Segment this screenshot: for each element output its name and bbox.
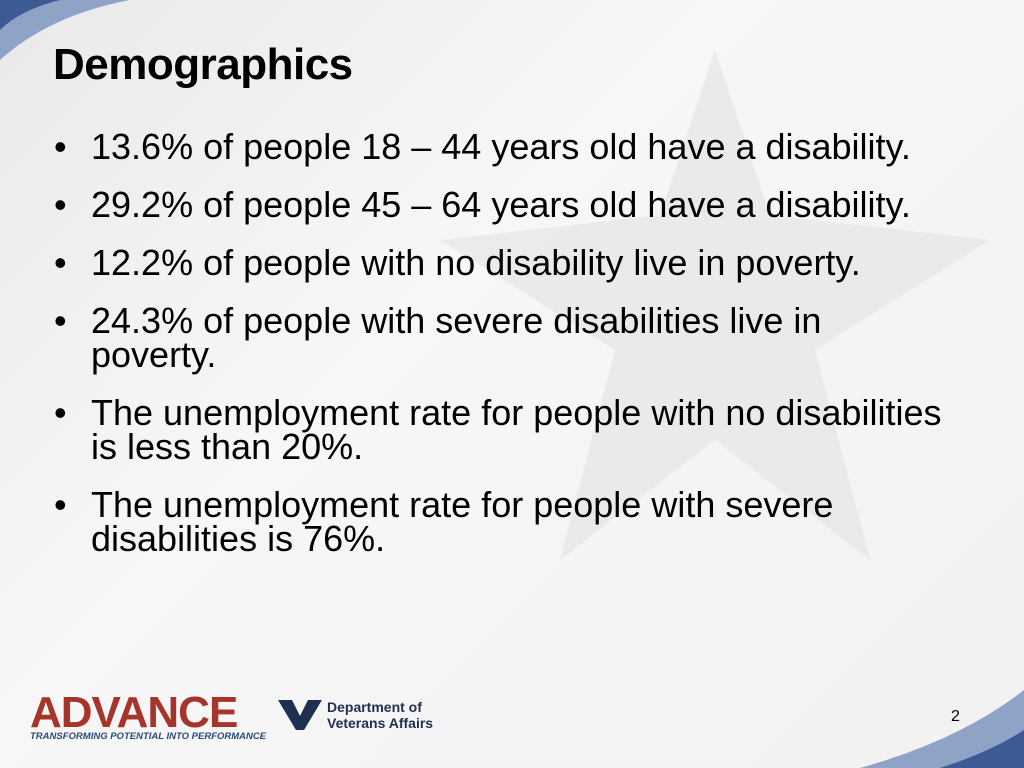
bottom-swoosh	[860, 690, 1024, 768]
bullet: 29.2% of people 45 – 64 years old have a…	[54, 187, 944, 223]
top-swoosh-dark	[0, 0, 60, 30]
top-swoosh	[0, 0, 130, 60]
bottom-swoosh-dark	[940, 730, 1024, 768]
page-number: 2	[951, 708, 960, 725]
bullet-list: 13.6% of people 18 – 44 years old have a…	[54, 129, 944, 580]
logo-tagline: TRANSFORMING POTENTIAL INTO PERFORMANCE	[30, 731, 267, 742]
bullet: 12.2% of people with no disability live …	[54, 245, 944, 281]
bullet: The unemployment rate for people with no…	[54, 395, 944, 465]
bullet: 13.6% of people 18 – 44 years old have a…	[54, 129, 944, 165]
va-name: Department of	[327, 699, 422, 715]
bullet: 24.3% of people with severe disabilities…	[54, 303, 944, 373]
title: Demographics	[53, 40, 353, 89]
va-emblem	[278, 700, 322, 730]
va-name: Veterans Affairs	[327, 715, 434, 731]
bullet: The unemployment rate for people with se…	[54, 487, 944, 557]
advance-logo: ADVANCE	[30, 688, 238, 737]
